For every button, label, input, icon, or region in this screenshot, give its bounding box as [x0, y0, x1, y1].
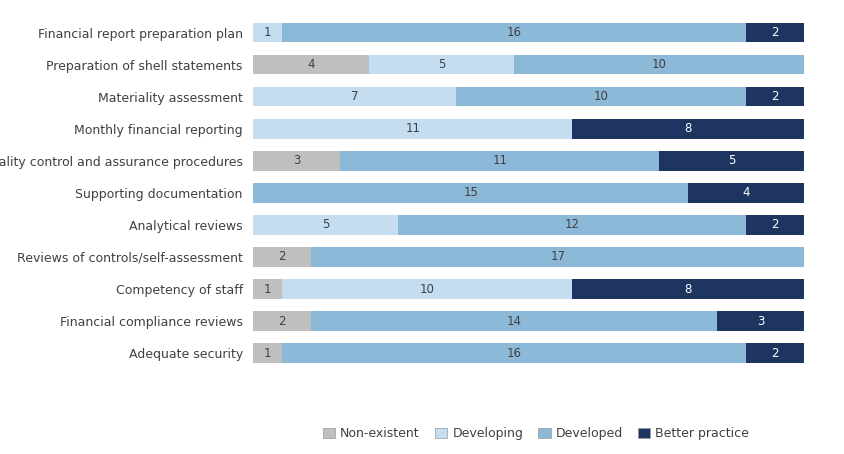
Text: 4: 4 — [743, 187, 750, 199]
Bar — [253, 215, 398, 235]
Bar — [311, 247, 804, 266]
Text: 16: 16 — [506, 26, 522, 39]
Bar — [253, 23, 282, 42]
Text: 15: 15 — [463, 187, 479, 199]
Bar — [253, 311, 311, 331]
Text: 8: 8 — [684, 282, 692, 296]
Bar — [253, 183, 688, 202]
Text: 17: 17 — [550, 251, 565, 263]
Text: 2: 2 — [771, 26, 779, 39]
Text: 8: 8 — [684, 123, 692, 135]
Bar — [253, 119, 572, 138]
Text: 1: 1 — [264, 346, 272, 360]
Bar — [398, 215, 746, 235]
Text: 7: 7 — [351, 90, 359, 104]
Bar — [311, 311, 717, 331]
Bar — [572, 119, 804, 138]
Bar — [572, 279, 804, 299]
Text: 16: 16 — [506, 346, 522, 360]
Bar — [514, 55, 804, 74]
Bar — [659, 151, 804, 171]
Bar — [282, 279, 572, 299]
Text: 14: 14 — [506, 315, 522, 327]
Bar — [746, 87, 804, 107]
Text: 5: 5 — [438, 59, 446, 71]
Text: 1: 1 — [264, 26, 272, 39]
Text: 11: 11 — [405, 123, 420, 135]
Bar — [746, 215, 804, 235]
Text: 12: 12 — [565, 218, 580, 232]
Bar — [253, 247, 311, 266]
Bar — [253, 151, 340, 171]
Bar — [457, 87, 746, 107]
Text: 10: 10 — [593, 90, 609, 104]
Bar — [688, 183, 804, 202]
Bar — [282, 344, 746, 363]
Text: 5: 5 — [322, 218, 329, 232]
Bar — [253, 87, 457, 107]
Bar — [369, 55, 514, 74]
Text: 2: 2 — [771, 90, 779, 104]
Bar — [717, 311, 804, 331]
Text: 11: 11 — [492, 154, 507, 168]
Bar — [746, 23, 804, 42]
Text: 2: 2 — [279, 251, 286, 263]
Bar — [253, 344, 282, 363]
Text: 10: 10 — [419, 282, 435, 296]
Text: 2: 2 — [771, 346, 779, 360]
Text: 2: 2 — [279, 315, 286, 327]
Text: 2: 2 — [771, 218, 779, 232]
Legend: Non-existent, Developing, Developed, Better practice: Non-existent, Developing, Developed, Bet… — [317, 422, 755, 445]
Text: 3: 3 — [757, 315, 765, 327]
Bar — [282, 23, 746, 42]
Text: 5: 5 — [728, 154, 735, 168]
Text: 4: 4 — [307, 59, 315, 71]
Text: 3: 3 — [293, 154, 300, 168]
Bar — [253, 55, 369, 74]
Bar — [746, 344, 804, 363]
Bar — [340, 151, 659, 171]
Bar — [253, 279, 282, 299]
Text: 10: 10 — [652, 59, 667, 71]
Text: 1: 1 — [264, 282, 272, 296]
